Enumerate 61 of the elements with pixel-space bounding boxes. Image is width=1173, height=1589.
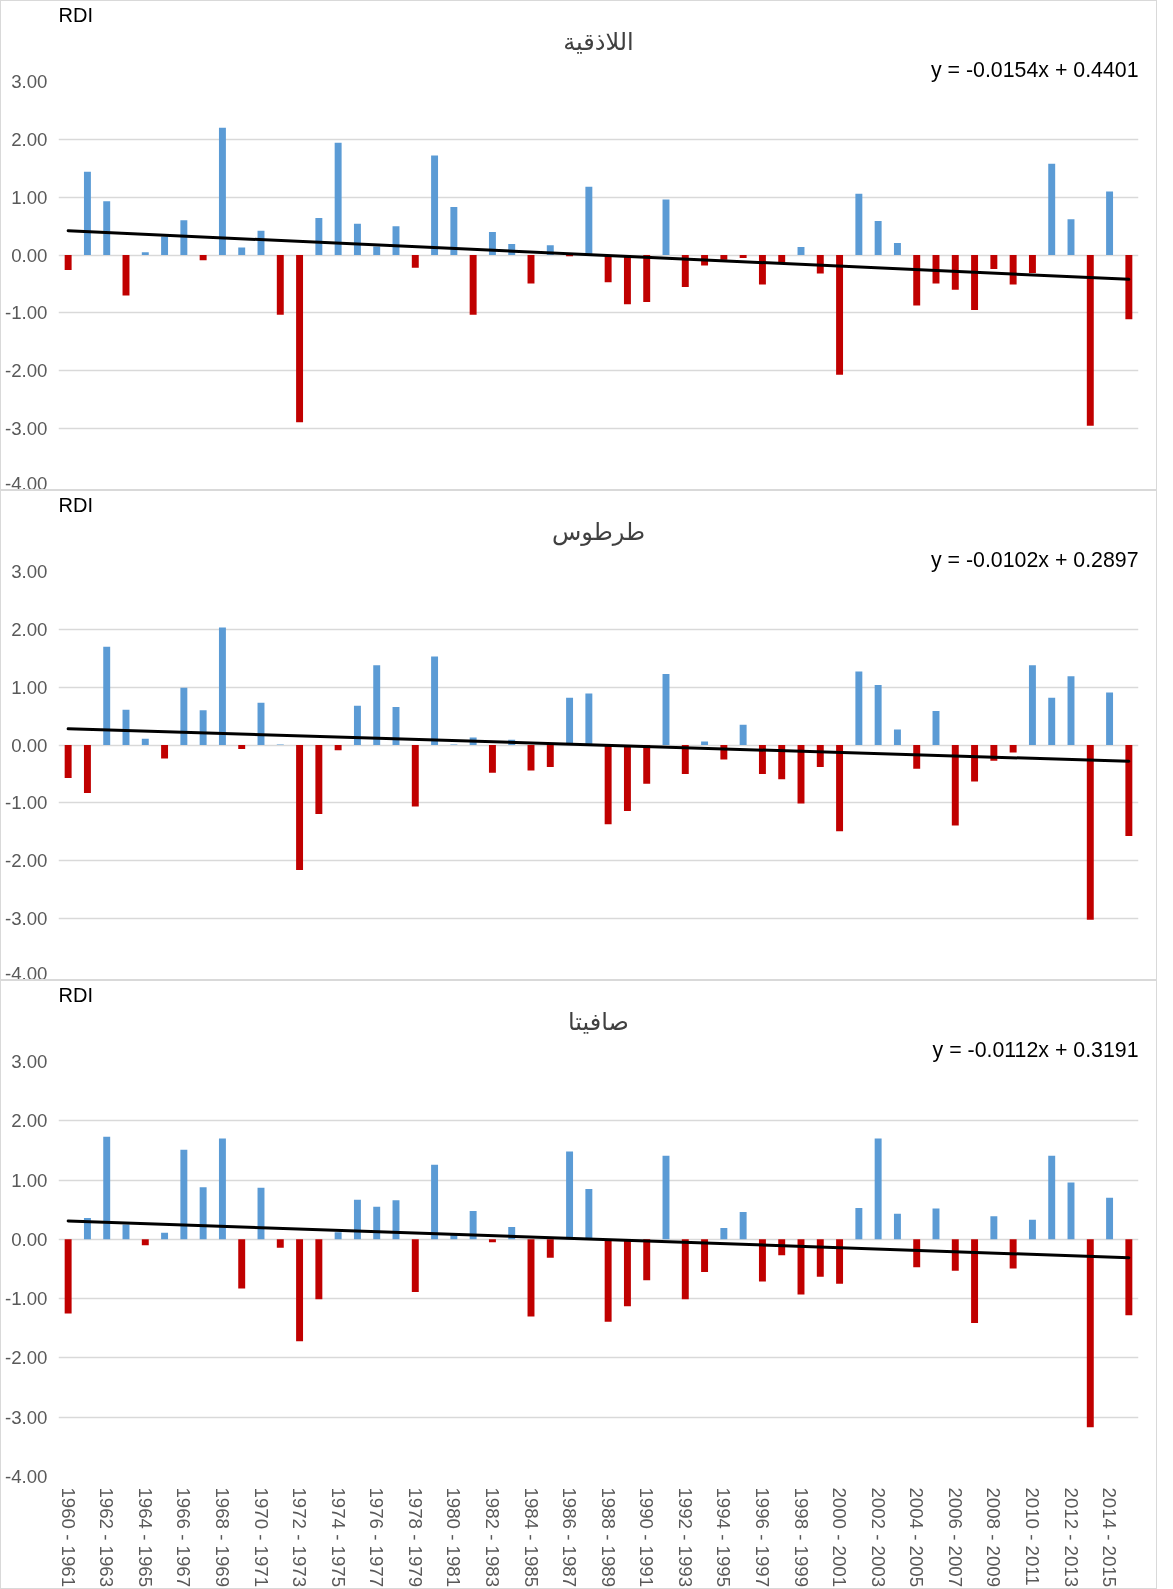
x-tick-label: 1970 - 1971 <box>250 1487 272 1588</box>
y-tick-label: -4.00 <box>4 962 48 984</box>
y-tick-label: 0.00 <box>11 734 48 756</box>
y-axis-title: RDI <box>58 983 93 1006</box>
x-tick-label: 1960 - 1961 <box>57 1487 79 1588</box>
y-tick-label: 2.00 <box>11 128 48 150</box>
x-tick-label: 1996 - 1997 <box>751 1487 773 1588</box>
y-tick-label: 3.00 <box>11 71 48 92</box>
x-tick-label: 1974 - 1975 <box>327 1487 349 1588</box>
x-tick-label: 1992 - 1993 <box>674 1487 696 1588</box>
y-tick-label: 3.00 <box>11 561 48 582</box>
chart-title: طرطوس <box>551 517 646 546</box>
x-tick-label: 1972 - 1973 <box>289 1487 311 1588</box>
x-tick-label: 1984 - 1985 <box>520 1487 542 1588</box>
x-tick-label: 2010 - 2011 <box>1021 1487 1043 1586</box>
y-tick-label: 3.00 <box>11 1051 48 1072</box>
y-tick-label: -2.00 <box>4 1347 48 1369</box>
chart-title: اللاذقية <box>563 27 634 56</box>
x-tick-label: 2008 - 2009 <box>983 1487 1005 1588</box>
text: y = -0.0102x + 0.2897 <box>930 547 1139 572</box>
x-tick-label: 1994 - 1995 <box>713 1487 735 1588</box>
y-tick-label: 2.00 <box>11 1110 48 1132</box>
y-tick-label: -4.00 <box>4 1466 48 1487</box>
x-tick-label: 2004 - 2005 <box>906 1487 928 1588</box>
y-tick-label: 1.00 <box>11 1169 48 1191</box>
x-tick-label: 1986 - 1987 <box>559 1487 581 1588</box>
text: y = -0.0154x + 0.4401 <box>930 57 1139 82</box>
x-tick-label: 1968 - 1969 <box>211 1487 233 1588</box>
x-tick-label: 1982 - 1983 <box>481 1487 503 1588</box>
x-tick-label: 2006 - 2007 <box>944 1487 966 1588</box>
x-tick-label: 1990 - 1991 <box>636 1487 658 1588</box>
chart-title: صافيتا <box>568 1007 629 1036</box>
annotation: y = -0.0112x + 0.3191 <box>932 1037 1139 1062</box>
x-tick-label: 1976 - 1977 <box>366 1487 388 1588</box>
y-tick-label: -3.00 <box>4 908 48 930</box>
y-axis-title: RDI <box>58 493 93 516</box>
y-tick-label: -2.00 <box>4 850 48 872</box>
y-tick-label: -1.00 <box>4 302 48 324</box>
x-tick-label: 1966 - 1967 <box>173 1487 195 1588</box>
x-tick-label: 1978 - 1979 <box>404 1487 426 1588</box>
x-tick-label: 2002 - 2003 <box>867 1487 889 1588</box>
y-tick-label: 0.00 <box>11 244 48 266</box>
y-tick-label: 2.00 <box>11 618 48 640</box>
y-tick-label: -2.00 <box>4 360 48 382</box>
y-tick-label: -3.00 <box>4 418 48 440</box>
y-tick-label: 1.00 <box>11 186 48 208</box>
x-tick-label: 2012 - 2013 <box>1060 1487 1082 1588</box>
x-tick-label: 1988 - 1989 <box>597 1487 619 1588</box>
x-tick-label: 1980 - 1981 <box>443 1487 465 1588</box>
y-tick-label: -1.00 <box>4 792 48 814</box>
y-tick-label: -1.00 <box>4 1288 48 1310</box>
x-tick-label: 1998 - 1999 <box>790 1487 812 1588</box>
y-tick-label: 0.00 <box>11 1228 48 1250</box>
y-tick-label: -4.00 <box>4 472 48 494</box>
y-tick-label: -3.00 <box>4 1406 48 1428</box>
x-tick-label: 2014 - 2015 <box>1099 1487 1121 1588</box>
x-tick-label: 1962 - 1963 <box>96 1487 118 1588</box>
y-tick-label: 1.00 <box>11 676 48 698</box>
x-tick-label: 1964 - 1965 <box>134 1487 156 1588</box>
x-tick-label: 2000 - 2001 <box>829 1487 851 1588</box>
y-axis-title: RDI <box>58 3 93 26</box>
